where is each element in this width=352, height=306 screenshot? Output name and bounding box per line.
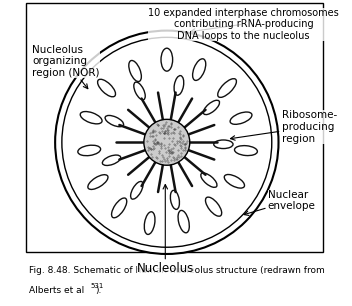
Ellipse shape: [218, 79, 237, 97]
Text: Nucleolus: Nucleolus: [137, 185, 194, 274]
Ellipse shape: [230, 112, 252, 124]
Text: ).: ).: [95, 286, 102, 295]
Ellipse shape: [174, 76, 184, 95]
Text: Alberts et al: Alberts et al: [29, 286, 84, 295]
Ellipse shape: [98, 79, 115, 97]
Ellipse shape: [206, 197, 222, 216]
Ellipse shape: [134, 82, 145, 100]
Ellipse shape: [201, 173, 217, 187]
Text: Ribosome-
producing
region: Ribosome- producing region: [231, 110, 337, 144]
Text: Nucleolus
organizing
region (NOR): Nucleolus organizing region (NOR): [32, 45, 100, 89]
Ellipse shape: [102, 155, 121, 166]
Text: Fig. 8.48. Schematic of human nucleolus structure (redrawn from: Fig. 8.48. Schematic of human nucleolus …: [29, 266, 325, 275]
Ellipse shape: [144, 212, 155, 234]
Text: Nuclear
envelope: Nuclear envelope: [244, 190, 316, 215]
Ellipse shape: [214, 140, 233, 148]
Ellipse shape: [78, 145, 101, 156]
Ellipse shape: [234, 146, 257, 155]
Ellipse shape: [170, 190, 180, 209]
Ellipse shape: [178, 211, 189, 233]
Ellipse shape: [129, 61, 142, 81]
Ellipse shape: [224, 174, 245, 188]
Circle shape: [55, 31, 278, 254]
Text: 10 expanded interphase chromosomes
contributing rRNA-producing
DNA loops to the : 10 expanded interphase chromosomes contr…: [148, 8, 339, 41]
Ellipse shape: [131, 181, 143, 199]
Circle shape: [144, 119, 190, 165]
Ellipse shape: [203, 100, 220, 115]
Circle shape: [62, 37, 272, 247]
Ellipse shape: [161, 48, 172, 71]
Ellipse shape: [193, 59, 206, 80]
Ellipse shape: [88, 175, 108, 189]
Ellipse shape: [105, 115, 124, 127]
FancyBboxPatch shape: [26, 3, 323, 252]
Text: 531: 531: [91, 283, 104, 289]
Ellipse shape: [80, 112, 102, 124]
Ellipse shape: [112, 198, 127, 218]
